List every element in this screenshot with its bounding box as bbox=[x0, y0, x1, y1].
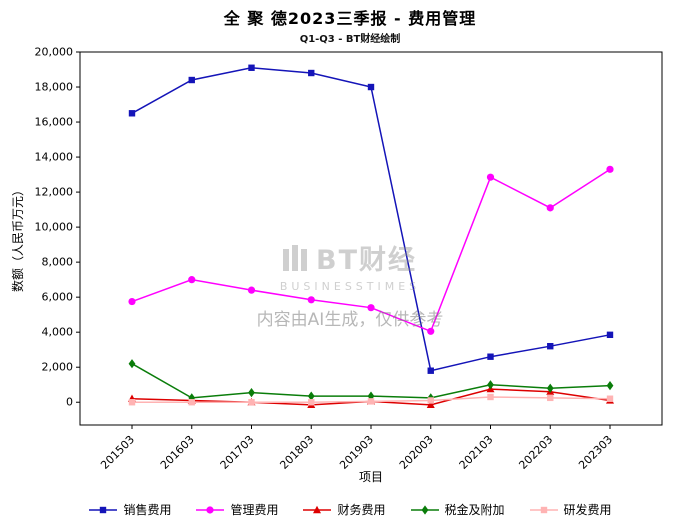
x-tick-label: 201903 bbox=[337, 433, 376, 472]
legend-marker-icon bbox=[529, 506, 558, 513]
x-tick-label: 201503 bbox=[98, 433, 137, 472]
legend-label: 税金及附加 bbox=[444, 503, 505, 517]
legend-marker-icon bbox=[303, 505, 332, 513]
legend-item-1: 管理费用 bbox=[195, 501, 278, 518]
x-tick-label: 201703 bbox=[218, 433, 257, 472]
y-tick-label: 2,000 bbox=[42, 361, 74, 374]
y-tick-label: 8,000 bbox=[42, 256, 74, 269]
legend-marker-icon bbox=[89, 506, 118, 513]
x-tick-label: 201603 bbox=[158, 433, 197, 472]
legend-item-3: 税金及附加 bbox=[410, 501, 505, 518]
chart-subtitle: Q1-Q3 - BT财经绘制 bbox=[299, 34, 401, 45]
x-tick-label: 202003 bbox=[397, 433, 436, 472]
y-tick-label: 0 bbox=[66, 396, 73, 409]
legend-marker-icon bbox=[196, 505, 225, 514]
legend-item-4: 研发费用 bbox=[529, 501, 612, 518]
y-tick-label: 20,000 bbox=[35, 46, 74, 59]
y-tick-label: 10,000 bbox=[35, 221, 74, 234]
legend: 销售费用 管理费用 财务费用 税金及附加 研发费用 bbox=[0, 501, 700, 518]
y-tick-label: 12,000 bbox=[35, 186, 74, 199]
legend-item-0: 销售费用 bbox=[88, 501, 171, 518]
legend-label: 销售费用 bbox=[123, 503, 172, 517]
legend-marker-icon bbox=[410, 504, 439, 515]
legend-item-2: 财务费用 bbox=[302, 501, 386, 518]
x-tick-label: 202303 bbox=[576, 433, 615, 472]
series-line bbox=[131, 67, 611, 372]
chart-title: 全 聚 德2023三季报 - 费用管理 bbox=[223, 9, 477, 28]
y-tick-label: 16,000 bbox=[35, 116, 74, 129]
y-tick-label: 18,000 bbox=[35, 81, 74, 94]
legend-label: 研发费用 bbox=[563, 503, 612, 517]
y-tick-label: 6,000 bbox=[42, 291, 74, 304]
y-tick-label: 4,000 bbox=[42, 326, 74, 339]
y-tick-label: 14,000 bbox=[35, 151, 74, 164]
plot-frame bbox=[79, 51, 663, 426]
legend-label: 管理费用 bbox=[230, 503, 279, 517]
legend-label: 财务费用 bbox=[337, 503, 386, 517]
x-axis-label: 项目 bbox=[358, 470, 383, 484]
x-tick-label: 202103 bbox=[457, 433, 496, 472]
x-tick-label: 201803 bbox=[277, 433, 316, 472]
x-tick-label: 202203 bbox=[516, 433, 555, 472]
